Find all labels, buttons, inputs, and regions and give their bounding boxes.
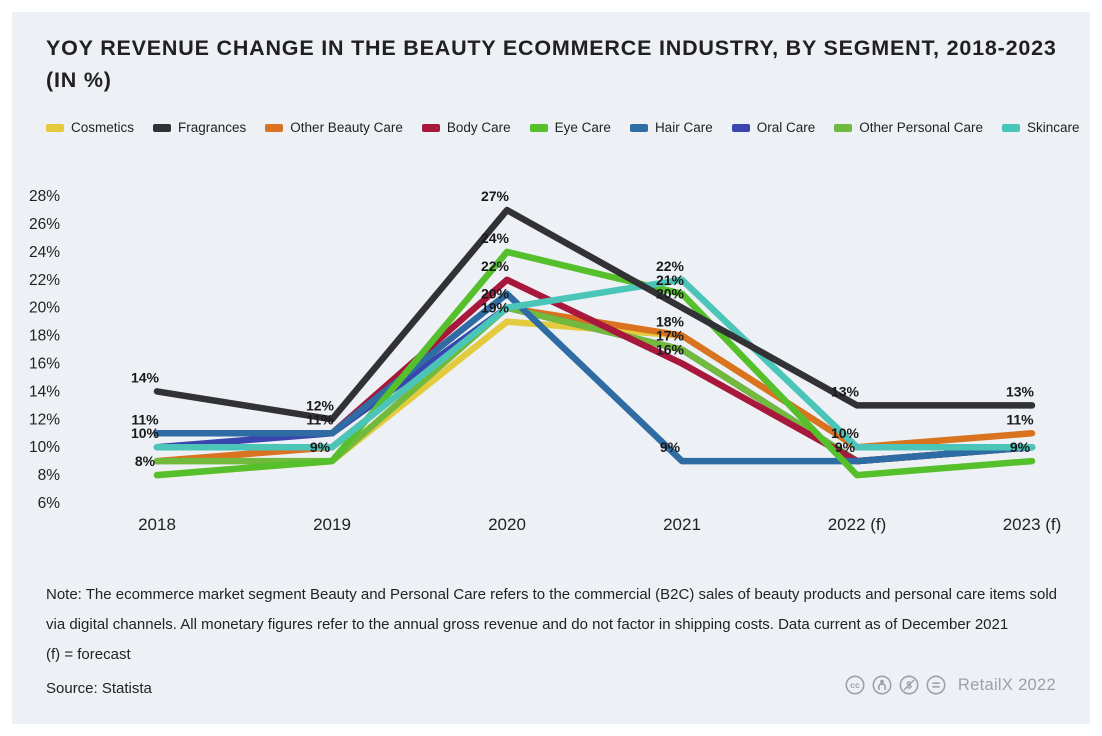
y-tick-label: 20% [29,300,60,317]
legend-label: Other Beauty Care [290,120,403,135]
point-label: 27% [481,188,510,204]
point-label: 24% [481,230,510,246]
legend-swatch-icon [834,123,853,132]
footnote: Note: The ecommerce market segment Beaut… [46,580,1060,670]
point-label: 13% [1006,383,1035,399]
point-label: 8% [135,453,156,469]
svg-text:cc: cc [850,680,860,690]
infographic-panel: YOY REVENUE CHANGE IN THE BEAUTY ECOMMER… [12,12,1090,724]
legend-label: Other Personal Care [859,120,984,135]
point-label: 11% [131,411,159,427]
legend-item-other-beauty-care: Other Beauty Care [265,120,403,135]
chart-title: YOY REVENUE CHANGE IN THE BEAUTY ECOMMER… [46,36,1057,93]
legend-swatch-icon [1002,123,1021,132]
point-label: 17% [656,328,685,344]
legend-item-fragrances: Fragrances [153,120,246,135]
point-label: 16% [656,342,685,358]
y-tick-label: 12% [29,411,60,428]
y-tick-label: 28% [29,188,60,205]
point-label: 10% [131,425,160,441]
point-label: 10% [831,425,860,441]
legend-item-body-care: Body Care [421,120,511,135]
footnote-text: Note: The ecommerce market segment Beaut… [46,586,1058,633]
license-row: cc $ RetailX 2022 [844,674,1056,696]
x-tick-label: 2019 [313,515,351,534]
point-label: 11% [306,411,334,427]
legend-swatch-icon [529,123,548,132]
legend-swatch-icon [153,123,172,132]
no-derivatives-icon [926,675,946,695]
forecast-note: (f) = forecast [46,646,131,663]
y-tick-label: 10% [29,439,60,456]
legend-item-hair-care: Hair Care [629,120,713,135]
x-tick-label: 2018 [138,515,176,534]
legend-label: Hair Care [654,120,713,135]
chart-legend: Cosmetics Fragrances Other Beauty Care Body… [46,120,1080,135]
legend-swatch-icon [731,123,750,132]
series-line-eye-care [153,248,1036,479]
line-chart-svg: 28% 26% 24% 22% 20% 18% 16% 14% 12% 10% 8% 6% 2018 20… [29,188,1062,534]
brand-label: RetailX 2022 [957,675,1056,694]
legend-label: Oral Care [756,120,816,135]
point-label: 9% [310,439,331,455]
source-label: Source: Statista [46,680,152,697]
y-tick-label: 24% [29,244,60,261]
legend-swatch-icon [46,123,64,132]
point-label: 9% [1010,439,1031,455]
point-label: 21% [656,272,685,288]
x-tick-label: 2023 (f) [1003,515,1062,534]
point-label: 20% [481,286,510,302]
x-tick-label: 2022 (f) [828,515,887,534]
legend-item-oral-care: Oral Care [731,120,816,135]
point-label: 11% [1006,411,1034,427]
legend-label: Cosmetics [71,120,135,135]
point-label: 22% [656,258,685,274]
legend-swatch-icon [629,123,648,132]
y-tick-label: 6% [38,495,61,512]
point-label: 22% [481,258,510,274]
legend-item-cosmetics: Cosmetics [46,120,134,135]
point-label: 13% [831,383,860,399]
y-tick-label: 16% [29,356,60,373]
cc-icon: cc [845,675,865,695]
x-tick-label: 2020 [488,515,526,534]
y-tick-label: 14% [29,383,60,400]
legend-item-skincare: Skincare [1002,120,1080,135]
y-tick-label: 22% [29,272,60,289]
legend-item-other-personal-care: Other Personal Care [834,120,983,135]
attribution-icon [872,675,892,695]
svg-text:$: $ [906,681,912,692]
legend-item-eye-care: Eye Care [529,120,611,135]
line-chart: 28% 26% 24% 22% 20% 18% 16% 14% 12% 10% 8% 6% 2018 20… [12,170,1090,570]
point-label: 20% [656,286,685,302]
legend-label: Skincare [1027,120,1080,135]
legend-label: Eye Care [554,120,611,135]
legend-swatch-icon [265,123,284,132]
point-label: 18% [656,314,685,330]
point-label: 9% [835,439,856,455]
point-label: 14% [131,369,160,385]
series-line-hair-care [153,290,1036,465]
point-label: 9% [660,439,681,455]
legend-label: Body Care [446,120,511,135]
series-line-skincare [153,276,1036,451]
non-commercial-icon: $ [899,675,919,695]
x-tick-label: 2021 [663,515,701,534]
y-tick-label: 18% [29,328,60,345]
legend-swatch-icon [421,123,440,132]
y-tick-label: 26% [29,216,60,233]
point-label: 19% [481,300,510,316]
y-tick-label: 8% [38,467,61,484]
series-line-fragrances [153,206,1036,423]
point-label: 12% [306,397,335,413]
legend-label: Fragrances [178,120,247,135]
